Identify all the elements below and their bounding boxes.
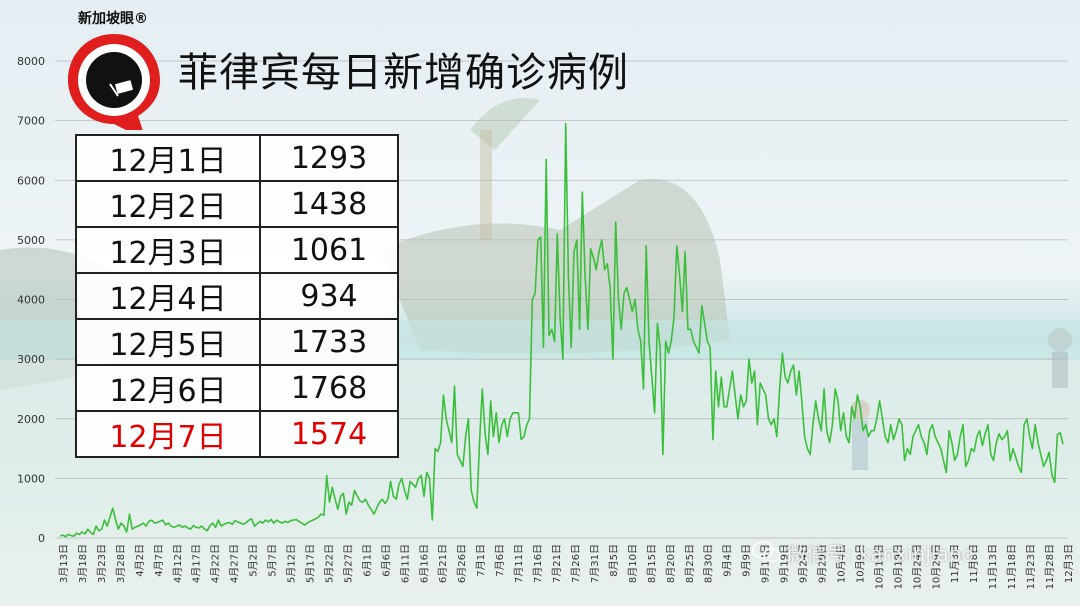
date-cell: 12月3日 (75, 226, 261, 274)
value-cell: 1574 (259, 410, 399, 458)
x-tick-label: 4月2日 (134, 544, 146, 577)
x-axis: 3月13日 3月18日 3月23日 3月28日 4月2日 4月7日 4月12日 4月17日 4月… (58, 544, 1075, 589)
value-cell: 1438 (259, 180, 399, 228)
x-tick-label: 6月1日 (361, 544, 373, 577)
x-tick-label: 10月29日 (930, 544, 942, 589)
x-tick-label: 7月31日 (589, 544, 601, 583)
x-tick-label: 5月7日 (267, 544, 279, 577)
x-tick-label: 11月8日 (968, 544, 980, 583)
x-tick-label: 7月1日 (475, 544, 487, 577)
date-cell: 12月4日 (75, 272, 261, 320)
chart-title: 菲律宾每日新增确诊病例 (178, 50, 629, 96)
y-axis: 0 1000 2000 3000 4000 5000 6000 7000 8000 (17, 55, 45, 545)
daily-cases-table: 12月1日 1293 12月2日 1438 12月3日 1061 12月4日 9… (75, 134, 399, 458)
x-tick-label: 8月5日 (608, 544, 620, 577)
table-row: 12月2日 1438 (75, 180, 399, 228)
x-tick-label: 3月18日 (77, 544, 89, 583)
x-tick-label: 4月22日 (210, 544, 222, 583)
date-cell: 12月2日 (75, 180, 261, 228)
y-tick-label: 8000 (17, 55, 45, 68)
x-tick-label: 3月28日 (115, 544, 127, 583)
x-tick-label: 9月29日 (816, 544, 828, 583)
x-tick-label: 8月30日 (703, 544, 715, 583)
y-tick-label: 6000 (17, 174, 45, 187)
table-row: 12月1日 1293 (75, 134, 399, 182)
y-tick-label: 1000 (17, 472, 45, 485)
x-tick-label: 6月21日 (437, 544, 449, 583)
x-tick-label: 7月21日 (551, 544, 563, 583)
x-tick-label: 6月16日 (418, 544, 430, 583)
x-tick-label: 5月2日 (248, 544, 260, 577)
x-tick-label: 7月11日 (513, 544, 525, 583)
x-tick-label: 10月19日 (892, 544, 904, 589)
x-tick-label: 4月7日 (153, 544, 165, 577)
x-tick-label: 9月4日 (722, 544, 734, 577)
x-tick-label: 10月24日 (911, 544, 923, 589)
x-tick-label: 7月26日 (570, 544, 582, 583)
x-tick-label: 3月13日 (58, 544, 70, 583)
x-tick-label: 5月17日 (305, 544, 317, 583)
table-row: 12月5日 1733 (75, 318, 399, 366)
x-tick-label: 7月6日 (494, 544, 506, 577)
value-cell: 1293 (259, 134, 399, 182)
x-tick-label: 11月23日 (1025, 544, 1037, 589)
x-tick-label: 5月12日 (286, 544, 298, 583)
value-cell: 934 (259, 272, 399, 320)
table-row: 12月3日 1061 (75, 226, 399, 274)
y-tick-label: 0 (38, 532, 45, 545)
table-row-highlighted: 12月7日 1574 (75, 410, 399, 458)
date-cell: 12月5日 (75, 318, 261, 366)
x-tick-label: 4月27日 (229, 544, 241, 583)
value-cell: 1768 (259, 364, 399, 412)
y-tick-label: 4000 (17, 294, 45, 307)
x-tick-label: 10月4日 (835, 544, 847, 583)
value-cell: 1061 (259, 226, 399, 274)
wechat-icon (752, 541, 781, 563)
y-tick-label: 7000 (17, 115, 45, 128)
date-cell: 12月7日 (75, 410, 261, 458)
date-cell: 12月6日 (75, 364, 261, 412)
x-tick-label: 11月13日 (987, 544, 999, 589)
x-tick-label: 10月14日 (873, 544, 885, 589)
table-row: 12月4日 934 (75, 272, 399, 320)
y-tick-label: 2000 (17, 413, 45, 426)
xinjiapo-logo (64, 20, 164, 140)
y-tick-label: 3000 (17, 353, 45, 366)
x-tick-label: 3月23日 (96, 544, 108, 583)
date-cell: 12月1日 (75, 134, 261, 182)
x-tick-label: 11月3日 (949, 544, 961, 583)
x-tick-label: 5月27日 (342, 544, 354, 583)
x-tick-label: 11月18日 (1006, 544, 1018, 589)
daily-cases-line (59, 122, 1064, 538)
x-tick-label: 6月26日 (456, 544, 468, 583)
x-tick-label: 7月16日 (532, 544, 544, 583)
x-tick-label: 8月15日 (646, 544, 658, 583)
x-tick-label: 5月22日 (323, 544, 335, 583)
x-tick-label: 8月10日 (627, 544, 639, 583)
x-tick-label: 9月9日 (741, 544, 753, 577)
x-tick-label: 9月19日 (779, 544, 791, 583)
x-tick-label: 4月12日 (172, 544, 184, 583)
x-tick-label: 6月6日 (380, 544, 392, 577)
x-tick-label: 4月17日 (191, 544, 203, 583)
x-tick-label: 6月11日 (399, 544, 411, 583)
x-tick-label: 8月25日 (684, 544, 696, 583)
x-tick-label: 10月9日 (854, 544, 866, 583)
watermark-text: 微信号: kanxinjiapo (786, 542, 974, 566)
x-tick-label: 12月3日 (1063, 544, 1075, 583)
y-tick-label: 5000 (17, 234, 45, 247)
x-tick-label: 8月20日 (665, 544, 677, 583)
value-cell: 1733 (259, 318, 399, 366)
table-row: 12月6日 1768 (75, 364, 399, 412)
x-tick-label: 9月14日 (760, 544, 772, 583)
x-tick-label: 11月28日 (1044, 544, 1056, 589)
logo-text: 新加坡眼® (78, 11, 148, 27)
x-tick-label: 9月24日 (798, 544, 810, 583)
